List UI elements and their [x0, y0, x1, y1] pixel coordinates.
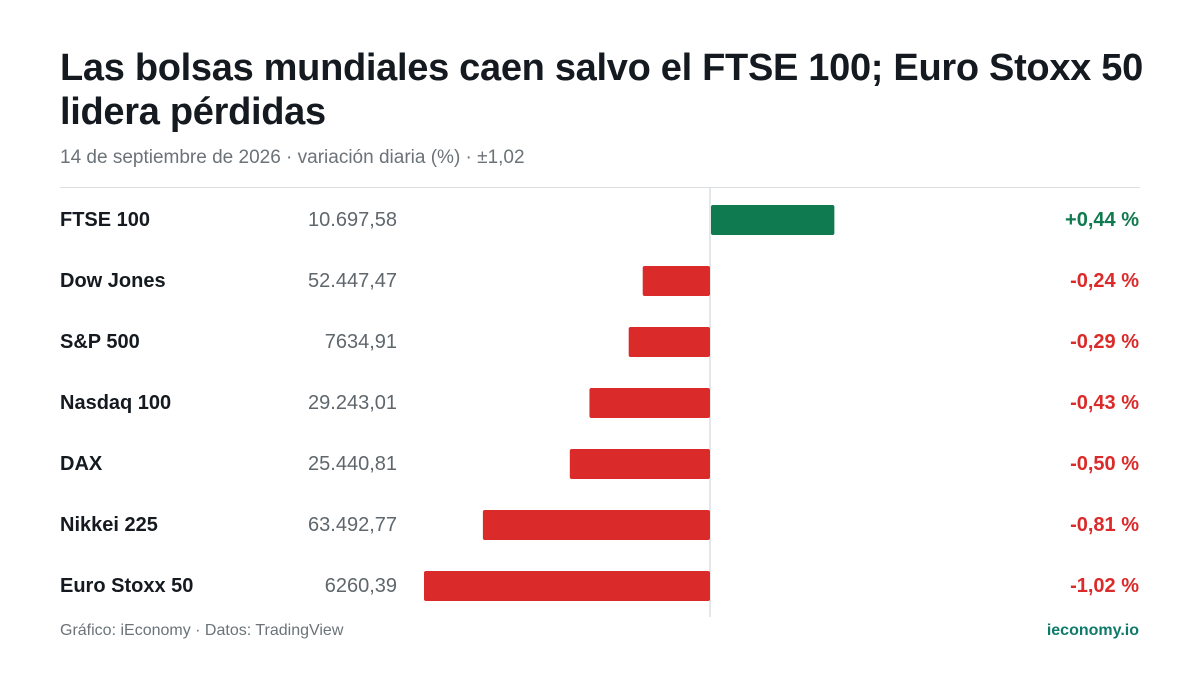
chart-subtitle: 14 de septiembre de 2026 · variación dia…: [60, 147, 525, 168]
change-label-sandp-500: -0,29 %: [1070, 331, 1139, 353]
index-level-sandp-500: 7634,91: [325, 331, 397, 353]
source-credit: Gráfico: iEconomy · Datos: TradingView: [60, 622, 344, 639]
bar-nikkei-225: [482, 510, 710, 540]
category-label-sandp-500: S&P 500: [60, 331, 140, 353]
bar-ftse-100: [711, 205, 835, 235]
bar-dow-jones: [642, 266, 710, 296]
index-level-dow-jones: 52.447,47: [308, 270, 397, 292]
category-label-dow-jones: Dow Jones: [60, 270, 166, 292]
category-label-ftse-100: FTSE 100: [60, 209, 150, 231]
header-divider: [60, 187, 1140, 188]
category-label-dax: DAX: [60, 453, 103, 475]
bar-euro-stoxx-50: [424, 571, 710, 601]
change-label-ftse-100: +0,44 %: [1065, 209, 1139, 231]
index-level-nasdaq-100: 29.243,01: [308, 392, 397, 414]
change-label-dow-jones: -0,24 %: [1070, 270, 1139, 292]
change-label-euro-stoxx-50: -1,02 %: [1070, 575, 1139, 597]
chart-title: Las bolsas mundiales caen salvo el FTSE …: [60, 47, 1143, 133]
index-level-euro-stoxx-50: 6260,39: [325, 575, 397, 597]
index-level-nikkei-225: 63.492,77: [308, 514, 397, 536]
brand-link[interactable]: ieconomy.io: [1046, 622, 1139, 639]
category-label-nasdaq-100: Nasdaq 100: [60, 392, 171, 414]
index-level-dax: 25.440,81: [308, 453, 397, 475]
bar-nasdaq-100: [589, 388, 710, 418]
category-label-euro-stoxx-50: Euro Stoxx 50: [60, 575, 193, 597]
index-level-ftse-100: 10.697,58: [308, 209, 397, 231]
change-label-nikkei-225: -0,81 %: [1070, 514, 1139, 536]
change-label-nasdaq-100: -0,43 %: [1070, 392, 1139, 414]
category-label-nikkei-225: Nikkei 225: [60, 514, 158, 536]
bar-sandp-500: [628, 327, 710, 357]
change-label-dax: -0,50 %: [1070, 453, 1139, 475]
bar-dax: [569, 449, 710, 479]
